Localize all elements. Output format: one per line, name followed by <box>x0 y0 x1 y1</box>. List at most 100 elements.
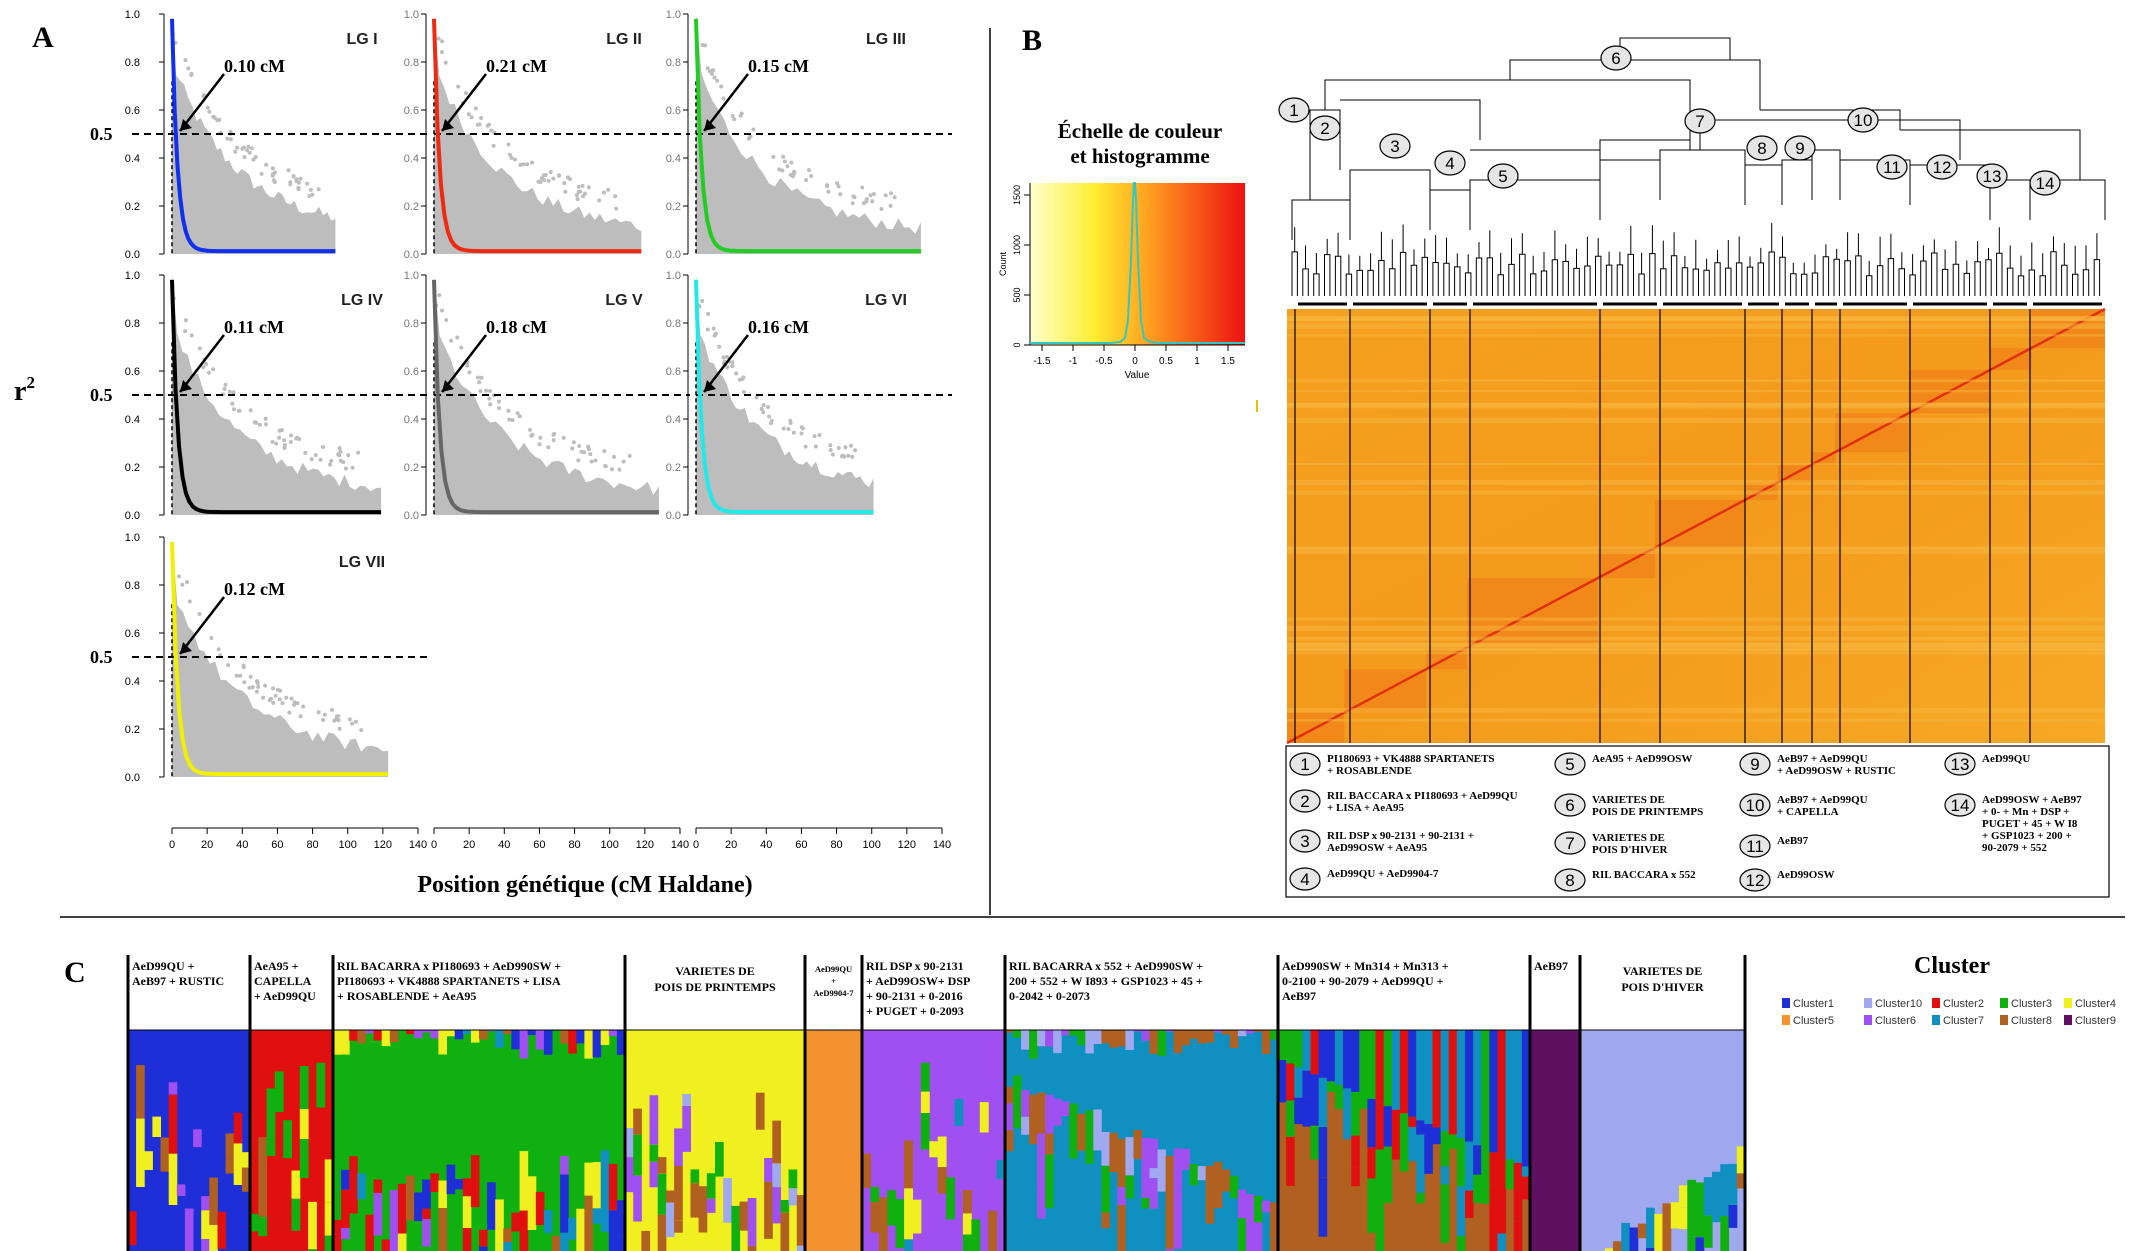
heatmap-stripe <box>1287 417 2105 424</box>
decay-arrow <box>703 334 749 393</box>
scatter-point <box>586 185 591 190</box>
ancestry-segment <box>430 1030 439 1039</box>
scatter-point <box>551 438 556 443</box>
ancestry-segment <box>258 1164 268 1217</box>
ancestry-segment <box>1440 1131 1450 1167</box>
ancestry-segment <box>1736 1146 1746 1174</box>
ancestry-segment <box>1440 1030 1450 1131</box>
ancestry-segment <box>128 1211 137 1246</box>
scatter-point <box>467 370 472 375</box>
scatter-point <box>861 201 866 206</box>
ancestry-segment <box>201 1210 210 1240</box>
ancestry-segment <box>1318 1077 1328 1128</box>
cluster-legend-title: Cluster <box>1914 953 1990 979</box>
ancestry-segment <box>1505 1030 1515 1160</box>
scatter-point <box>277 435 282 440</box>
ancestry-segment <box>176 1184 186 1196</box>
scatter-point <box>725 354 729 359</box>
ancestry-segment <box>1343 1088 1352 1107</box>
legend-entry-13: 13 AeD99QU <box>1944 752 2030 776</box>
ancestry-segment <box>1037 1133 1046 1188</box>
ancestry-segment <box>772 1120 781 1164</box>
ancestry-segment <box>446 1164 456 1195</box>
y-tick-label: 0.4 <box>404 153 419 165</box>
decay-distance-label: 0.18 cM <box>486 317 547 337</box>
dendrogram-node-7: 7 <box>1684 108 1716 134</box>
scatter-point <box>334 714 339 719</box>
ancestry-segment <box>233 1143 243 1185</box>
scatter-cloud <box>696 14 921 254</box>
ancestry-segment <box>209 1224 218 1251</box>
scatter-point <box>212 115 217 120</box>
group-base <box>805 1030 862 1251</box>
legend-bubble <box>1554 752 1586 776</box>
scatter-point <box>730 364 735 369</box>
scatter-point <box>791 430 796 435</box>
ancestry-segment <box>979 1102 989 1133</box>
cluster-swatch <box>2000 1015 2008 1025</box>
ancestry-segment <box>1343 1106 1352 1140</box>
ancestry-segment <box>1157 1030 1167 1056</box>
scatter-point <box>809 174 814 178</box>
scatter-point <box>712 75 717 80</box>
ancestry-segment <box>1149 1030 1158 1054</box>
scatter-point <box>707 69 712 74</box>
ancestry-segment <box>1261 1200 1271 1213</box>
ancestry-segment <box>1181 1030 1191 1046</box>
ancestry-segment <box>1141 1030 1150 1041</box>
cluster-swatch <box>1782 998 1790 1008</box>
ancestry-segment <box>136 1065 145 1119</box>
ancestry-segment <box>1213 1030 1223 1033</box>
ancestry-segment <box>1424 1030 1433 1124</box>
scatter-point <box>318 457 323 462</box>
ancestry-segment <box>946 1177 955 1220</box>
scatter-point <box>807 168 811 173</box>
scatter-point <box>242 155 247 160</box>
color-scale-key: 0 500 1000 1500 -1.5 -1 -0.5 0 0.5 1 1.5 Count Va… <box>998 182 1245 381</box>
node-number: 9 <box>1795 139 1804 158</box>
ancestry-segment <box>1351 1135 1360 1168</box>
ancestry-segment <box>870 1187 880 1203</box>
scatter-point <box>530 432 535 437</box>
ancestry-segment <box>1286 1030 1295 1064</box>
ancestry-segment <box>341 1189 350 1228</box>
ancestry-segment <box>1045 1030 1054 1047</box>
scatter-point <box>283 443 287 448</box>
cluster-name: Cluster4 <box>2075 998 2116 1010</box>
scatter-point <box>436 36 441 41</box>
ancestry-segment <box>1237 1218 1247 1251</box>
ancestry-segment <box>1375 1102 1385 1150</box>
ancestry-segment <box>519 1030 529 1059</box>
structure-group-4 <box>625 1030 806 1251</box>
scatter-point <box>612 454 616 459</box>
legend-number: 3 <box>1300 832 1309 851</box>
legend-entry-1: 1 PI180693 + VK4888 SPARTANETS+ ROSABLEND… <box>1289 752 1495 777</box>
ancestry-segment <box>1408 1149 1417 1162</box>
legend-bubble <box>1289 752 1321 776</box>
ancestry-segment <box>706 1198 716 1213</box>
scatter-point <box>530 160 535 165</box>
ancestry-segment <box>920 1113 930 1150</box>
ancestry-segment <box>233 1112 243 1144</box>
ancestry-segment <box>283 1120 292 1140</box>
ancestry-segment <box>764 1181 773 1239</box>
y-tick-label: 0.2 <box>125 462 140 474</box>
dendrogram-node-12: 12 <box>1926 154 1958 180</box>
legend-text: + CAPELLA <box>1777 806 1839 818</box>
scatter-point <box>771 154 776 159</box>
scatter-point <box>871 192 876 196</box>
decay-distance-label: 0.16 cM <box>748 317 809 337</box>
ancestry-segment <box>1101 1132 1110 1166</box>
group-label-line: AeB97 <box>1534 959 1568 973</box>
arrow-head <box>180 119 192 131</box>
x-tick-label: 80 <box>830 839 842 851</box>
ancestry-segment <box>895 1199 905 1249</box>
scatter-point <box>589 459 594 464</box>
ancestry-segment <box>1141 1137 1150 1198</box>
node-number: 13 <box>1983 167 2002 186</box>
threshold-label: 0.5 <box>90 385 113 405</box>
ancestry-segment <box>144 1151 153 1170</box>
legend-bubble <box>1554 793 1586 817</box>
ancestry-segment <box>274 1071 284 1113</box>
ancestry-segment <box>1045 1133 1054 1155</box>
